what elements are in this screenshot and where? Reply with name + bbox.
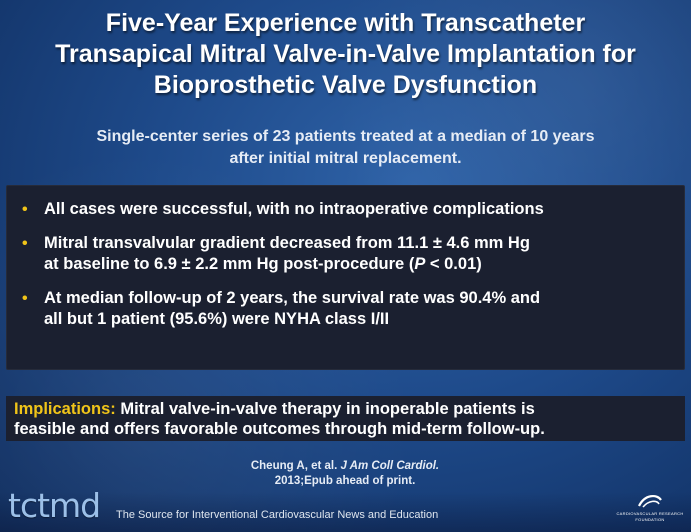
implications-text: Mitral valve-in-valve therapy in inopera… — [115, 400, 535, 418]
footer-bar — [0, 492, 691, 532]
bullet-marker: • — [22, 290, 28, 307]
findings-box: • All cases were successful, with no int… — [6, 185, 685, 370]
citation-details: 2013;Epub ahead of print. — [274, 475, 416, 487]
crf-logo: CARDIOVASCULAR RESEARCH FOUNDATION — [615, 492, 685, 528]
title-line: Five-Year Experience with Transcatheter — [105, 9, 586, 37]
finding-text: all but 1 patient (95.6%) were NYHA clas… — [44, 310, 390, 328]
subtitle-line: Single-center series of 23 patients trea… — [96, 128, 595, 145]
slide-title: Five-Year Experience with Transcatheter … — [10, 8, 681, 101]
p-value-symbol: P — [414, 255, 426, 273]
tctmd-logo: tctmd — [8, 486, 101, 525]
bullet-marker: • — [22, 235, 28, 252]
finding-item: • Mitral transvalvular gradient decrease… — [20, 233, 673, 275]
crf-text: FOUNDATION — [635, 517, 665, 522]
citation-authors: Cheung A, et al. — [250, 460, 341, 472]
implications-text: feasible and offers favorable outcomes t… — [14, 420, 545, 438]
findings-list: • All cases were successful, with no int… — [6, 185, 685, 330]
finding-item: • At median follow-up of 2 years, the su… — [20, 288, 673, 330]
crf-swoosh-icon — [638, 494, 662, 508]
subtitle-line: after initial mitral replacement. — [229, 150, 462, 167]
implications-box: Implications: Mitral valve-in-valve ther… — [6, 396, 685, 441]
finding-text: < 0.01) — [425, 255, 482, 273]
implications-label: Implications: — [14, 400, 116, 418]
citation-journal: J Am Coll Cardiol. — [340, 460, 440, 472]
finding-text: Mitral transvalvular gradient decreased … — [44, 234, 530, 252]
crf-text: CARDIOVASCULAR RESEARCH — [616, 511, 684, 516]
finding-text: at baseline to 6.9 ± 2.2 mm Hg post-proc… — [44, 255, 415, 273]
title-line: Transapical Mitral Valve-in-Valve Implan… — [55, 40, 636, 68]
footer-tagline: The Source for Interventional Cardiovasc… — [116, 509, 439, 521]
citation: Cheung A, et al. J Am Coll Cardiol. 2013… — [180, 459, 510, 489]
slide-subtitle: Single-center series of 23 patients trea… — [20, 126, 671, 170]
bullet-marker: • — [22, 201, 28, 218]
title-line: Bioprosthetic Valve Dysfunction — [153, 71, 538, 99]
finding-item: • All cases were successful, with no int… — [20, 199, 673, 220]
finding-text: All cases were successful, with no intra… — [44, 200, 544, 218]
finding-text: At median follow-up of 2 years, the surv… — [44, 289, 541, 307]
